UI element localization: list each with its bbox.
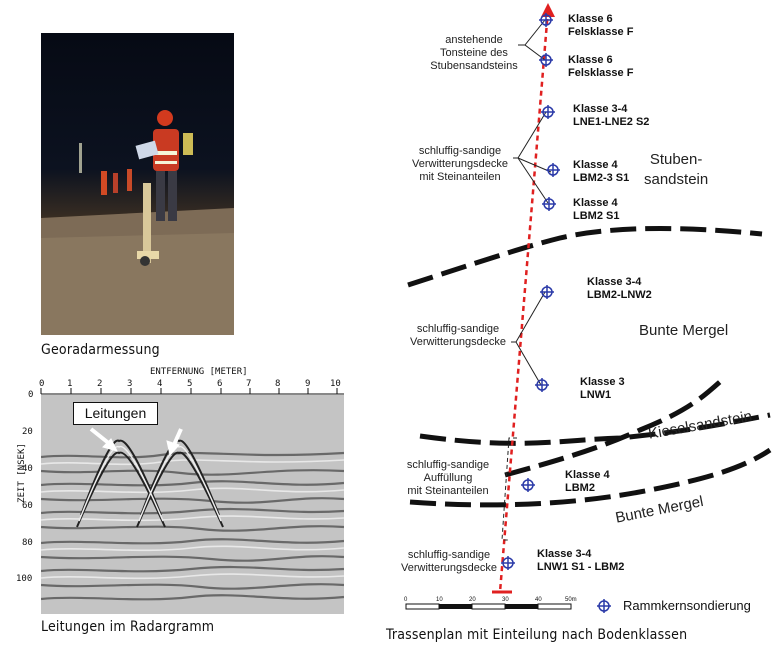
boundary-stubensandstein <box>407 226 763 288</box>
radar-xtick: 8 <box>275 379 281 389</box>
formation-boundaries <box>407 226 772 508</box>
sample-label-8: Klasse 4 LBM2 <box>565 469 610 494</box>
radar-xtick: 1 <box>67 379 73 389</box>
crosshair-circle-icon <box>546 163 560 177</box>
description-5: schluffig-sandige Verwitterungsdecke <box>401 549 497 574</box>
description-3: schluffig-sandige Verwitterungsdecke <box>410 323 506 348</box>
radar-ytick: 20 <box>22 427 33 437</box>
radar-xtick: 2 <box>97 379 103 389</box>
scale-tick: 30 <box>502 597 509 603</box>
radargram-caption: Leitungen im Radargramm <box>41 619 215 635</box>
radar-xtick: 9 <box>305 379 311 389</box>
radar-xtick: 3 <box>127 379 133 389</box>
sample-label-9: Klasse 3-4 LNW1 S1 - LBM2 <box>537 548 625 573</box>
radar-ytick: 0 <box>28 390 34 400</box>
sample-label-1: Klasse 6 Felsklasse F <box>568 13 634 38</box>
crosshair-circle-icon <box>539 13 553 27</box>
sample-label-4: Klasse 4 LBM2-3 S1 <box>573 159 630 184</box>
radargram-image <box>41 395 344 614</box>
crosshair-circle-icon <box>542 197 556 211</box>
crosshair-circle-icon <box>501 556 515 570</box>
formation-bunte-mergel-1: Bunte Mergel <box>639 322 729 339</box>
radargram-xlabel: ENTFERNUNG [METER] <box>150 367 248 377</box>
scale-tick: 20 <box>469 597 476 603</box>
route-map <box>405 3 772 613</box>
crosshair-circle-icon <box>539 53 553 67</box>
description-4: schluffig-sandige Auffüllung mit Steinante… <box>406 459 490 497</box>
scale-bar <box>405 603 572 610</box>
route-line <box>498 9 550 593</box>
boundary-kieselsandstein-top <box>504 378 724 478</box>
radar-xtick: 5 <box>187 379 193 389</box>
legend-label: Rammkernsondierung <box>623 598 751 613</box>
route-arrow-head <box>541 3 555 17</box>
description-2: schluffig-sandige Verwitterungsdecke mit S… <box>412 145 508 183</box>
sample-label-2: Klasse 6 Felsklasse F <box>568 54 634 79</box>
scale-tick: 10 <box>436 597 443 603</box>
sample-label-6: Klasse 3-4 LBM2-LNW2 <box>587 276 652 301</box>
crosshair-circle-icon <box>535 378 549 392</box>
radar-ytick: 40 <box>22 464 33 474</box>
radar-top-axis <box>40 388 344 395</box>
legend-crosshair-circle-icon <box>597 599 611 613</box>
boundary-bunte-mergel <box>409 447 772 508</box>
auffuellung-bracket <box>501 437 517 541</box>
description-1: anstehende Tonsteine des Stubensandsteins <box>430 34 518 72</box>
map-caption: Trassenplan mit Einteilung nach Bodenkla… <box>386 627 688 643</box>
radar-ytick: 80 <box>22 538 33 548</box>
radar-xtick: 10 <box>330 379 341 389</box>
sample-label-5: Klasse 4 LBM2 S1 <box>573 197 620 222</box>
photo-caption: Georadarmessung <box>41 342 160 358</box>
scale-tick: 40 <box>535 597 542 603</box>
sample-markers <box>501 13 560 570</box>
scale-tick: 50m <box>565 597 577 603</box>
radar-xtick: 7 <box>246 379 252 389</box>
crosshair-circle-icon <box>540 285 554 299</box>
leitungen-annotation: Leitungen <box>73 402 158 425</box>
sample-label-3: Klasse 3-4 LNE1-LNE2 S2 <box>573 103 650 128</box>
radar-ytick: 100 <box>16 574 33 584</box>
radar-xtick: 4 <box>157 379 163 389</box>
photo-illustration <box>41 110 234 335</box>
radar-xtick: 6 <box>217 379 223 389</box>
georadar-photo <box>41 33 234 335</box>
radar-ytick: 60 <box>22 501 33 511</box>
crosshair-circle-icon <box>521 478 535 492</box>
boundary-kieselsandstein <box>419 412 771 446</box>
sample-label-7: Klasse 3 LNW1 <box>580 376 625 401</box>
scale-tick: 0 <box>404 597 408 603</box>
crosshair-circle-icon <box>541 105 555 119</box>
radar-xtick: 0 <box>39 379 45 389</box>
formation-stubensandstein: Stuben-sandstein <box>644 151 709 188</box>
leader-lines <box>511 19 552 386</box>
